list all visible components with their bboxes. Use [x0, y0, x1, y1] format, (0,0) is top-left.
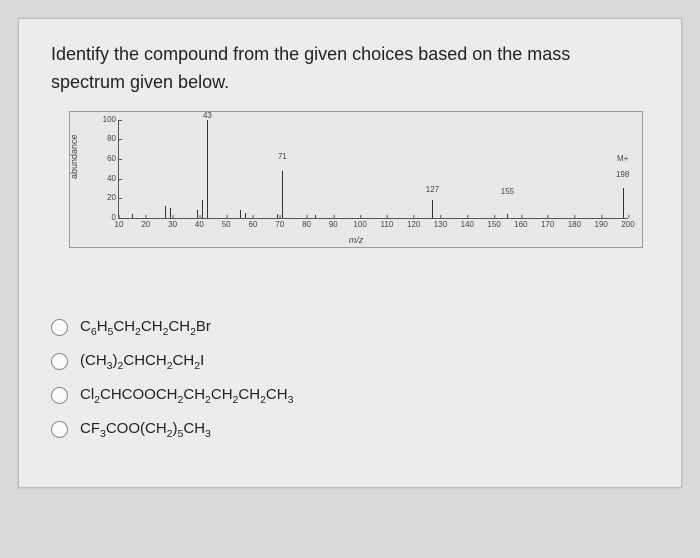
x-tick: 20	[141, 218, 150, 229]
peak	[277, 214, 278, 218]
x-tick: 180	[568, 218, 581, 229]
y-tick: 20	[107, 194, 119, 202]
peak	[132, 214, 133, 218]
peak	[207, 120, 208, 218]
radio-icon[interactable]	[51, 421, 68, 438]
mass-spectrum-chart: abundance 020406080100102030405060708090…	[69, 111, 643, 248]
radio-icon[interactable]	[51, 319, 68, 336]
peak-label: M+	[617, 154, 628, 163]
y-tick: 40	[107, 175, 119, 183]
x-tick: 150	[487, 218, 500, 229]
choice-formula: (CH3)2CHCH2CH2I	[80, 352, 204, 372]
x-tick: 90	[329, 218, 338, 229]
y-tick: 80	[107, 135, 119, 143]
x-tick: 70	[275, 218, 284, 229]
peak	[245, 213, 246, 218]
plot-area: 0204060801001020304050607080901001101201…	[118, 120, 628, 219]
x-tick: 10	[115, 218, 124, 229]
peak	[240, 210, 241, 218]
x-tick: 200	[621, 218, 634, 229]
x-axis-label: m/z	[349, 235, 364, 245]
peak	[197, 210, 198, 218]
choice-formula: Cl2CHCOOCH2CH2CH2CH2CH3	[80, 386, 293, 406]
x-tick: 30	[168, 218, 177, 229]
x-tick: 60	[248, 218, 257, 229]
choice-3[interactable]: Cl2CHCOOCH2CH2CH2CH2CH3	[51, 386, 649, 406]
x-tick: 160	[514, 218, 527, 229]
x-tick: 80	[302, 218, 311, 229]
peak	[170, 208, 171, 218]
peak-label: 127	[426, 185, 439, 194]
peak	[165, 206, 166, 218]
x-tick: 40	[195, 218, 204, 229]
y-tick: 100	[103, 116, 119, 124]
peak	[282, 171, 283, 218]
choice-formula: C6H5CH2CH2CH2Br	[80, 318, 211, 338]
question-card: Identify the compound from the given cho…	[18, 18, 682, 488]
peak-label: 198	[616, 170, 629, 179]
peak	[507, 214, 508, 218]
peak	[202, 200, 203, 218]
choice-1[interactable]: C6H5CH2CH2CH2Br	[51, 318, 649, 338]
choice-formula: CF3COO(CH2)5CH3	[80, 420, 211, 440]
radio-icon[interactable]	[51, 353, 68, 370]
peak	[432, 200, 433, 218]
peak-label: 43	[203, 111, 212, 120]
answer-choices: C6H5CH2CH2CH2Br (CH3)2CHCH2CH2I Cl2CHCOOCH…	[51, 318, 649, 440]
y-tick: 60	[107, 155, 119, 163]
peak	[623, 188, 624, 217]
question-text: Identify the compound from the given cho…	[51, 41, 649, 97]
x-tick: 130	[434, 218, 447, 229]
radio-icon[interactable]	[51, 387, 68, 404]
peak-label: 71	[278, 152, 287, 161]
x-tick: 140	[461, 218, 474, 229]
x-tick: 110	[381, 218, 394, 229]
x-tick: 50	[222, 218, 231, 229]
x-tick: 170	[541, 218, 554, 229]
peak-label: 155	[501, 187, 514, 196]
choice-2[interactable]: (CH3)2CHCH2CH2I	[51, 352, 649, 372]
x-tick: 120	[407, 218, 420, 229]
peak	[315, 215, 316, 218]
x-tick: 100	[353, 218, 366, 229]
choice-4[interactable]: CF3COO(CH2)5CH3	[51, 420, 649, 440]
x-tick: 190	[595, 218, 608, 229]
y-axis-label: abundance	[69, 135, 79, 180]
